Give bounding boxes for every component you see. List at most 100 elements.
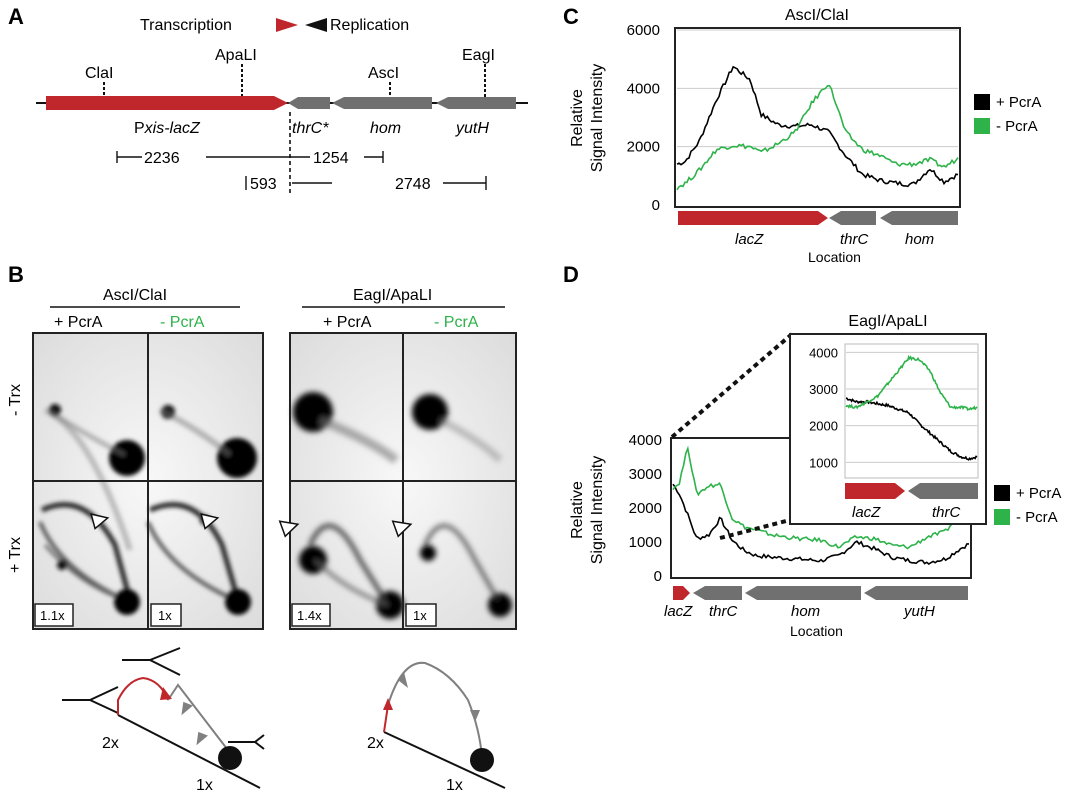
gene-yuth-arrow	[436, 97, 516, 109]
schematic-left-1x: 1x	[196, 777, 213, 794]
legend-d-plus-label: + PcrA	[1016, 485, 1061, 502]
gene-hom-arrow	[332, 97, 432, 109]
arrowhead-marker-icon	[90, 513, 110, 530]
chart-c-gene-thrc	[829, 211, 876, 225]
chart-d-xlabel: Location	[790, 623, 843, 639]
inset-gene-thrc	[908, 483, 978, 499]
y-tick-label: 3000	[809, 382, 838, 397]
panel-letter-b: B	[8, 262, 24, 287]
series-line-plus-pcra	[672, 483, 969, 565]
inset-plot-frame	[844, 343, 979, 479]
inset-gene-label-lacz: lacZ	[852, 504, 881, 521]
legend-c-plus-label: + PcrA	[996, 94, 1041, 111]
y-tick-label: 1000	[629, 534, 662, 551]
inset-lines	[845, 354, 978, 461]
distance-2748: 2748	[395, 176, 431, 193]
chart-d-title: EagI/ApaLI	[848, 313, 927, 330]
schematic-left-2x: 2x	[102, 735, 119, 752]
legend-d-minus-label: - PcrA	[1016, 509, 1058, 526]
chart-c-ylabel-1: Relative	[569, 89, 586, 147]
panel-b: B AscI/ClaI EagI/ApaLI + PcrA - PcrA + P…	[7, 262, 517, 794]
chart-c-gene-label-hom: hom	[905, 231, 934, 248]
chart-c-gene-hom	[880, 211, 958, 225]
panel-a: A Transcription Replication ClaI ApaLI A…	[8, 4, 528, 195]
inset-yticks: 4000 3000 2000 1000	[809, 345, 838, 470]
group-label-asci-clai: AscI/ClaI	[103, 287, 167, 304]
series-line-minus-pcra	[845, 354, 978, 411]
panel-letter-d: D	[563, 262, 579, 287]
series-line-minus-pcra	[672, 445, 970, 550]
legend-d-minus-swatch	[994, 509, 1010, 525]
arrowhead-marker-icon	[391, 520, 413, 538]
distance-593: 593	[250, 176, 277, 193]
y-tick-label: 2000	[809, 419, 838, 434]
replication-arrow-icon	[305, 18, 327, 32]
row-label-plus-trx: + Trx	[7, 537, 24, 573]
legend-c-plus-swatch	[974, 94, 990, 110]
legend-d-plus-swatch	[994, 485, 1010, 501]
gene-lacz-arrow	[46, 96, 288, 110]
inset-zoom-line-bottom	[719, 518, 791, 540]
transcription-label: Transcription	[140, 17, 232, 34]
series-line-plus-pcra	[676, 65, 959, 188]
chart-d-yticks: 4000 3000 2000 1000 0	[629, 432, 662, 585]
chart-d-gene-label-thrc: thrC	[709, 603, 738, 620]
y-tick-label: 2000	[629, 500, 662, 517]
legend-c-minus-swatch	[974, 118, 990, 134]
panel-letter-c: C	[563, 4, 579, 29]
y-tick-label: 6000	[627, 22, 660, 39]
y-tick-label: 3000	[629, 466, 662, 483]
row-label-minus-trx: - Trx	[7, 384, 24, 416]
schematic-right-2x: 2x	[367, 735, 384, 752]
chart-d-ylabel-2: Signal Intensity	[589, 456, 606, 565]
chart-c-frame	[674, 27, 961, 208]
chart-d-gene-thrc	[693, 586, 742, 600]
chart-c-gene-lacz	[678, 211, 828, 225]
chart-c-lines	[676, 65, 959, 191]
chart-c-gene-label-lacz: lacZ	[735, 231, 764, 248]
series-line-minus-pcra	[676, 84, 959, 191]
scale-label-4: 1x	[413, 608, 427, 623]
distance-2236: 2236	[144, 150, 180, 167]
schematic-left	[62, 647, 265, 789]
y-tick-label: 4000	[629, 432, 662, 449]
inset-gene-lacz	[845, 483, 905, 499]
schematic-right	[383, 661, 506, 789]
col-label-minus-2: - PcrA	[434, 314, 479, 331]
chart-d-gene-lacz	[673, 586, 690, 600]
gene-hom-label: hom	[370, 120, 401, 137]
col-label-plus-1: + PcrA	[54, 314, 103, 331]
chart-c-gene-label-thrc: thrC	[840, 231, 869, 248]
scale-label-3: 1.4x	[297, 608, 322, 623]
distance-bars	[116, 151, 487, 190]
panel-letter-a: A	[8, 4, 24, 29]
y-tick-label: 0	[654, 568, 662, 585]
site-apali: ApaLI	[215, 47, 257, 64]
col-label-plus-2: + PcrA	[323, 314, 372, 331]
gene-yuth-label: yutH	[455, 120, 489, 137]
inset-zoom-line-top	[670, 332, 794, 439]
scale-label-2: 1x	[158, 608, 172, 623]
transcription-arrow-icon	[276, 18, 298, 32]
y-tick-label: 4000	[809, 345, 838, 360]
panel-d: D 4000 3000 2000 1000 0 Relative Signal Inte…	[563, 262, 1061, 639]
y-tick-label: 4000	[627, 80, 660, 97]
col-label-minus-1: - PcrA	[160, 314, 205, 331]
inset-gene-label-thrc: thrC	[932, 504, 961, 521]
y-tick-label: 2000	[627, 139, 660, 156]
chart-d-ylabel-1: Relative	[569, 481, 586, 539]
chart-c-xlabel: Location	[808, 249, 861, 265]
chart-d-gene-yuth	[864, 586, 968, 600]
distance-1254: 1254	[313, 150, 349, 167]
group-label-eagi-apali: EagI/ApaLI	[353, 287, 432, 304]
gel-group-left	[32, 332, 264, 630]
site-eagi: EagI	[462, 47, 495, 64]
gene-thrc-label: thrC*	[292, 120, 329, 137]
gene-lacz-label: Pxis-lacZ	[134, 120, 201, 137]
scale-label-1: 1.1x	[40, 608, 65, 623]
gene-thrc-arrow	[288, 97, 330, 109]
replication-label: Replication	[330, 17, 409, 34]
gel-group-right	[278, 332, 517, 630]
panel-c: C AscI/ClaI 6000 4000 2000 0 Relative Signa…	[563, 4, 1041, 265]
